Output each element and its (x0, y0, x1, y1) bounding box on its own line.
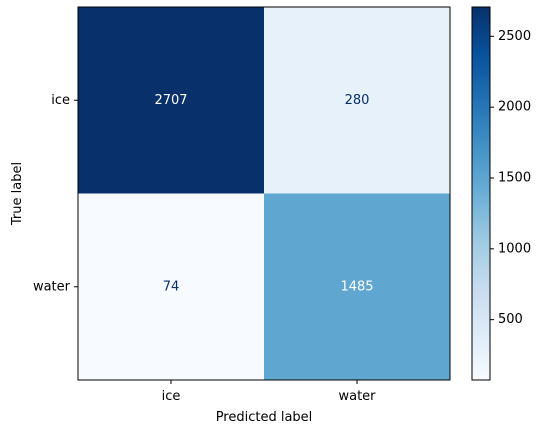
heatmap-cells: 2707 280 74 1485 (78, 7, 450, 380)
y-tick-label: ice (51, 93, 70, 108)
colorbar-tick-label: 1500 (498, 170, 531, 185)
colorbar-tick-label: 1000 (498, 241, 531, 256)
cell-value-label: 2707 (154, 93, 187, 108)
colorbar: 500 1000 1500 2000 2500 (471, 6, 531, 381)
axes: ice water ice water Predicted label True labe… (10, 93, 376, 425)
cell-value-label: 280 (345, 93, 370, 108)
plot-frame (77, 6, 451, 381)
cell-value-label: 74 (163, 279, 180, 294)
heatmap-cell-water-ice (78, 193, 264, 380)
y-axis-label: True label (10, 162, 25, 226)
colorbar-gradient (471, 6, 491, 381)
x-tick-label: water (338, 389, 376, 404)
colorbar-tick-label: 500 (498, 312, 523, 327)
colorbar-tick-label: 2000 (498, 100, 531, 115)
heatmap-cell-ice-ice (78, 7, 264, 194)
colorbar-tick-label: 2500 (498, 29, 531, 44)
heatmap-cell-water-water (264, 193, 450, 380)
x-axis-label: Predicted label (216, 410, 313, 425)
cell-value-label: 1485 (340, 279, 373, 294)
x-tick-label: ice (162, 389, 181, 404)
y-tick-label: water (33, 279, 71, 294)
heatmap-cell-ice-water (264, 7, 450, 194)
